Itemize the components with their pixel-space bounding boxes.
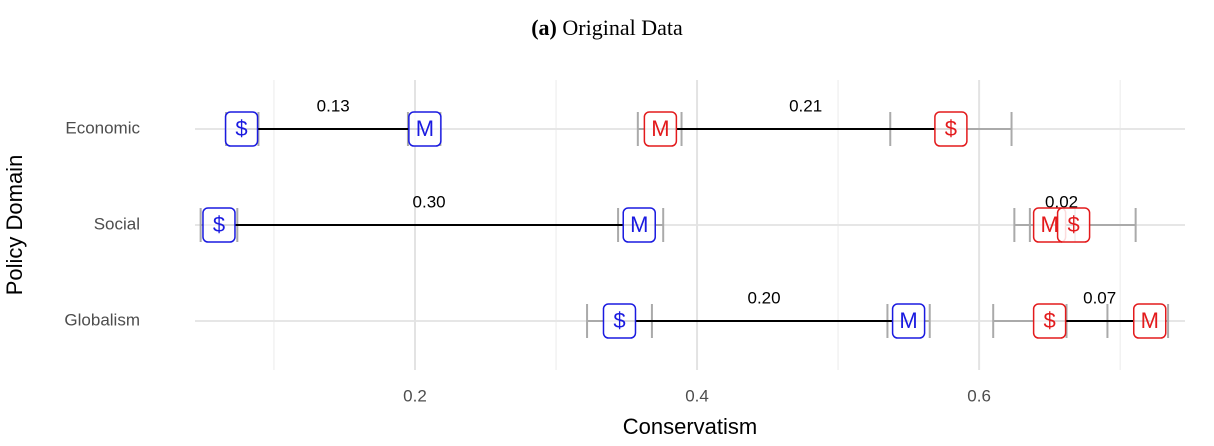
point-box	[1032, 303, 1067, 339]
difference-label: 0.21	[789, 96, 822, 115]
x-tick-label: 0.4	[685, 386, 709, 405]
point-box	[643, 111, 678, 147]
y-tick-label: Social	[94, 214, 140, 233]
point-box	[602, 303, 637, 339]
point-label: M	[651, 116, 669, 141]
title-label: (a)	[531, 15, 557, 40]
point-label: $	[613, 308, 625, 333]
point-box	[1132, 303, 1167, 339]
y-tick-label: Economic	[65, 118, 140, 137]
difference-label: 0.30	[413, 192, 446, 211]
point-label: $	[213, 212, 225, 237]
point-label: M	[416, 116, 434, 141]
title-text: Original Data	[562, 15, 683, 40]
point-label: $	[945, 116, 957, 141]
difference-label: 0.07	[1083, 288, 1116, 307]
point-label: $	[1043, 308, 1055, 333]
y-tick-label: Globalism	[64, 310, 140, 329]
point-label: $	[235, 116, 247, 141]
point-box	[1056, 207, 1091, 243]
point-label: M	[1141, 308, 1159, 333]
x-axis-title: Conservatism	[623, 414, 757, 439]
point-label: M	[630, 212, 648, 237]
point-box	[224, 111, 259, 147]
difference-label: 0.13	[317, 96, 350, 115]
difference-label: 0.02	[1045, 192, 1078, 211]
chart-title: (a) Original Data	[531, 15, 683, 40]
x-tick-label: 0.2	[403, 386, 427, 405]
point-box	[202, 207, 236, 243]
point-label: $	[1067, 212, 1079, 237]
point-label: M	[899, 308, 917, 333]
x-tick-label: 0.6	[967, 386, 991, 405]
point-box	[622, 207, 656, 243]
point-box	[934, 111, 968, 147]
marks: 0.13$ M0.30$ M0.20$ M0.21M $0.02M $0.07$ M	[199, 96, 1170, 339]
point-box	[891, 303, 926, 339]
y-axis-title: Policy Domain	[2, 155, 27, 296]
point-label: M	[1040, 212, 1058, 237]
difference-label: 0.20	[747, 288, 780, 307]
point-box	[408, 111, 442, 147]
